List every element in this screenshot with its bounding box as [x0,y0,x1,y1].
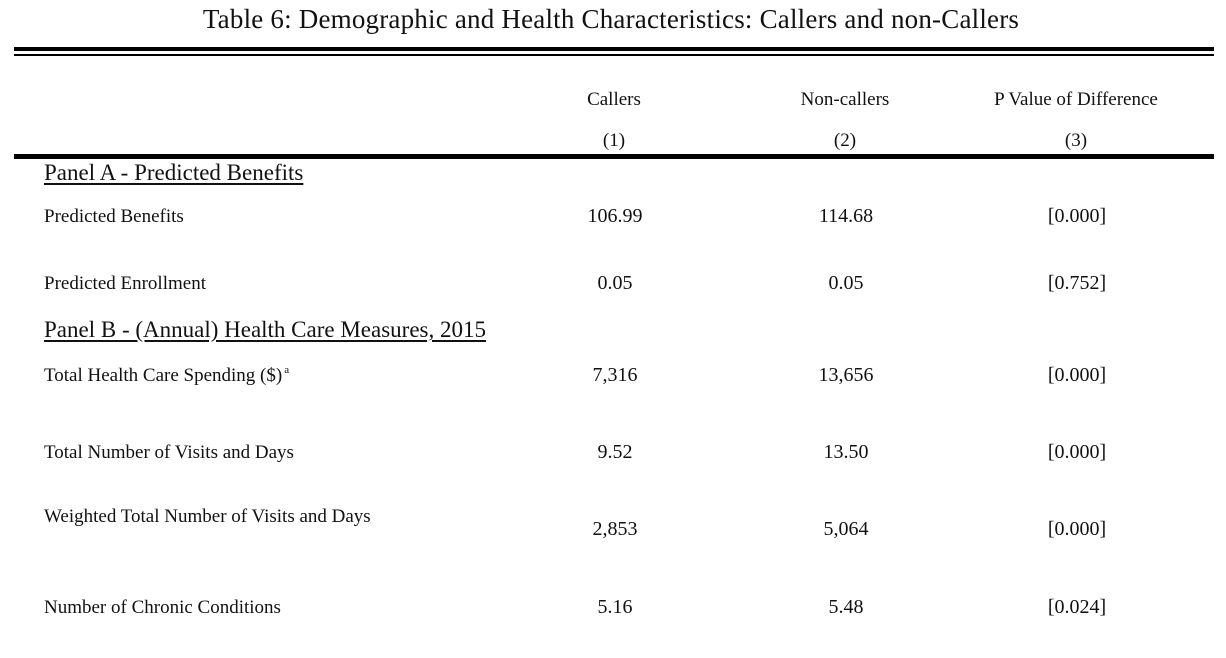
panel-a-heading: Panel A - Predicted Benefits [44,160,304,185]
header-rule [14,154,1214,159]
row-label-predicted-benefits: Predicted Benefits [44,206,184,227]
cell-non-callers: 114.68 [818,205,874,227]
row-label-predicted-enrollment: Predicted Enrollment [44,273,206,294]
row-label-weighted-total-visits: Weighted Total Number of Visits and Days [44,506,371,527]
cell-non-callers: 5,064 [823,518,869,540]
cell-callers: 7,316 [592,364,638,386]
cell-p-value: [0.024] [1047,596,1107,618]
cell-p-value: [0.000] [1047,205,1107,227]
top-rule-thick [14,47,1214,51]
row-label-total-number-of-visits: Total Number of Visits and Days [44,442,294,463]
column-header-p-value: P Value of Difference [994,89,1158,110]
cell-callers: 5.16 [597,596,633,618]
cell-p-value: [0.000] [1047,518,1107,540]
column-number-1: (1) [602,130,626,151]
cell-p-value: [0.000] [1047,441,1107,463]
column-header-callers: Callers [587,89,641,110]
cell-callers: 9.52 [597,441,633,463]
cell-non-callers: 13.50 [823,441,869,463]
cell-non-callers: 5.48 [828,596,864,618]
footnote-marker: a [284,364,290,376]
panel-b-heading: Panel B - (Annual) Health Care Measures,… [44,317,486,342]
cell-p-value: [0.000] [1047,364,1107,386]
cell-non-callers: 13,656 [818,364,874,386]
row-label-total-health-care-spending: Total Health Care Spending ($) a [44,364,289,387]
cell-p-value: [0.752] [1047,272,1107,294]
column-number-2: (2) [833,130,857,151]
top-rule-thin [14,54,1214,56]
column-number-3: (3) [1064,130,1088,151]
column-header-non-callers: Non-callers [800,89,890,110]
table-title: Table 6: Demographic and Health Characte… [202,4,1020,34]
cell-non-callers: 0.05 [828,272,864,294]
row-label-text: Total Health Care Spending ($) [44,365,283,386]
cell-callers: 106.99 [587,205,643,227]
row-label-chronic-conditions: Number of Chronic Conditions [44,597,281,618]
cell-callers: 0.05 [597,272,633,294]
cell-callers: 2,853 [592,518,638,540]
